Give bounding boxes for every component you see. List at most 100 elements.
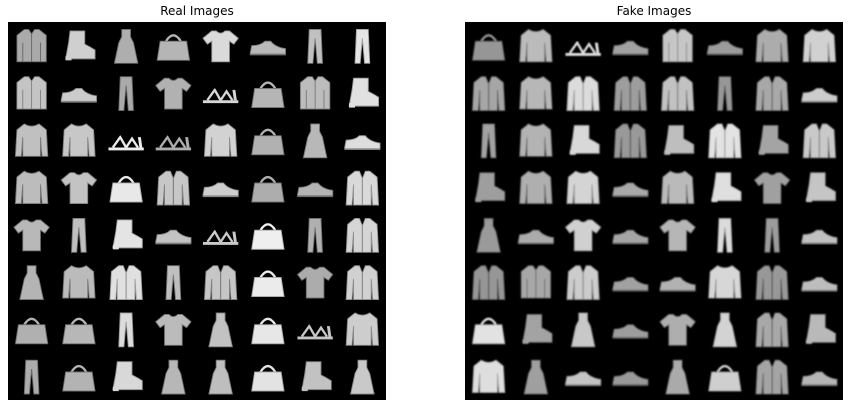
real-cell-sandal <box>202 229 239 245</box>
fake-cell-sneaker <box>801 88 838 103</box>
fake-cell-coat <box>566 76 600 111</box>
real-cell-t-shirt <box>60 172 98 205</box>
fake-cell-ankle-boot <box>663 124 695 155</box>
fake-cell-sneaker <box>612 182 649 198</box>
fake-cell-pullover <box>660 170 695 205</box>
real-cell-dress <box>208 359 233 395</box>
fake-cell-coat <box>755 265 789 300</box>
fake-cell-pullover <box>566 170 600 205</box>
fake-cell-sneaker <box>517 229 554 245</box>
fake-cell-pullover <box>519 170 553 205</box>
fake-cell-dress <box>523 359 549 395</box>
fake-cell-sneaker <box>801 371 838 387</box>
real-cell-bag <box>156 34 191 61</box>
fake-cell-coat <box>755 76 789 111</box>
real-images-grid <box>8 22 386 400</box>
fake-cell-pullover <box>471 359 506 394</box>
fake-cell-dress <box>570 312 596 348</box>
fake-cell-coat <box>802 123 837 159</box>
real-cell-pullover <box>14 170 49 205</box>
real-cell-trouser <box>165 265 182 300</box>
fake-cell-sneaker <box>706 40 743 56</box>
real-cell-trouser <box>307 217 323 253</box>
real-cell-t-shirt <box>155 313 192 346</box>
real-svg <box>8 22 386 400</box>
real-cell-bag <box>251 81 285 109</box>
fake-cell-pullover <box>755 28 789 63</box>
fake-images-grid <box>465 22 843 400</box>
fake-cell-trouser <box>717 76 733 111</box>
real-cell-coat <box>345 217 380 253</box>
real-cell-shirt <box>16 28 47 63</box>
real-cell-ankle-boot <box>112 361 143 392</box>
real-cell-bag <box>251 270 285 298</box>
fake-cell-sneaker <box>612 277 649 292</box>
real-cell-coat <box>345 265 380 300</box>
real-cell-dress <box>161 359 186 395</box>
real-cell-sneaker <box>249 40 286 56</box>
fake-cell-coat <box>660 76 695 111</box>
fake-cell-t-shirt <box>659 313 696 346</box>
fake-cell-sneaker <box>612 324 649 339</box>
fake-cell-ankle-boot <box>522 313 553 344</box>
real-cell-sneaker <box>297 182 334 198</box>
real-cell-dress <box>113 28 139 64</box>
fake-cell-coat <box>471 76 506 111</box>
real-cell-trouser <box>118 76 134 111</box>
real-cell-dress <box>208 312 233 348</box>
fake-cell-pullover <box>519 76 553 110</box>
fake-cell-pullover <box>519 123 553 157</box>
real-cell-sandal <box>297 323 333 340</box>
real-cell-sneaker <box>60 88 97 103</box>
fake-cell-coat <box>755 359 789 395</box>
fake-cell-sneaker <box>565 371 602 387</box>
real-cell-shirt <box>299 76 331 110</box>
real-cell-t-shirt <box>296 266 334 299</box>
real-cell-dress <box>302 123 328 159</box>
real-cell-pullover <box>62 123 96 157</box>
fake-cell-trouser <box>764 217 780 253</box>
fake-cell-pullover <box>519 28 553 63</box>
fake-cell-ankle-boot <box>805 172 837 203</box>
real-cell-trouser <box>307 28 323 64</box>
fake-cell-sneaker <box>612 371 649 387</box>
fake-cell-dress <box>476 217 501 253</box>
fake-cell-ankle-boot <box>758 124 789 155</box>
fake-cell-bag <box>708 364 742 392</box>
real-cell-ankle-boot <box>348 77 380 108</box>
fake-cell-sneaker <box>659 277 696 292</box>
real-cell-bag <box>14 317 49 345</box>
fake-cell-sneaker <box>801 277 838 292</box>
fake-cell-t-shirt <box>659 219 696 252</box>
fake-cell-coat <box>755 312 789 348</box>
fake-cell-shirt <box>520 265 552 299</box>
real-cell-trouser <box>354 28 371 64</box>
real-cell-dress <box>19 265 44 300</box>
fake-cell-shirt <box>662 28 693 63</box>
real-cell-sneaker <box>155 229 192 245</box>
fake-cell-trouser <box>717 217 733 253</box>
fake-cell-pullover <box>708 265 742 299</box>
fake-cell-t-shirt <box>753 172 791 205</box>
real-cell-bag <box>62 317 96 345</box>
real-cell-bag <box>109 175 143 203</box>
fake-cell-coat <box>471 265 506 300</box>
fake-cell-t-shirt <box>564 219 602 252</box>
real-cell-sneaker <box>344 135 381 150</box>
fake-cell-pullover <box>802 28 837 63</box>
fake-cell-trouser <box>480 123 497 159</box>
real-cell-shirt <box>16 76 47 110</box>
real-cell-coat <box>109 265 143 300</box>
real-cell-pullover <box>62 265 96 299</box>
real-cell-sandal <box>202 87 239 104</box>
fake-cell-sneaker <box>801 229 838 245</box>
real-cell-ankle-boot <box>65 30 96 61</box>
real-cell-trouser <box>118 312 134 348</box>
real-cell-ankle-boot <box>301 361 332 392</box>
fake-cell-coat <box>566 265 600 300</box>
real-cell-t-shirt <box>13 219 50 252</box>
real-cell-sandal <box>108 134 144 151</box>
fake-cell-bag <box>471 317 506 345</box>
fake-cell-sneaker <box>612 40 649 56</box>
real-cell-bag <box>62 364 96 392</box>
